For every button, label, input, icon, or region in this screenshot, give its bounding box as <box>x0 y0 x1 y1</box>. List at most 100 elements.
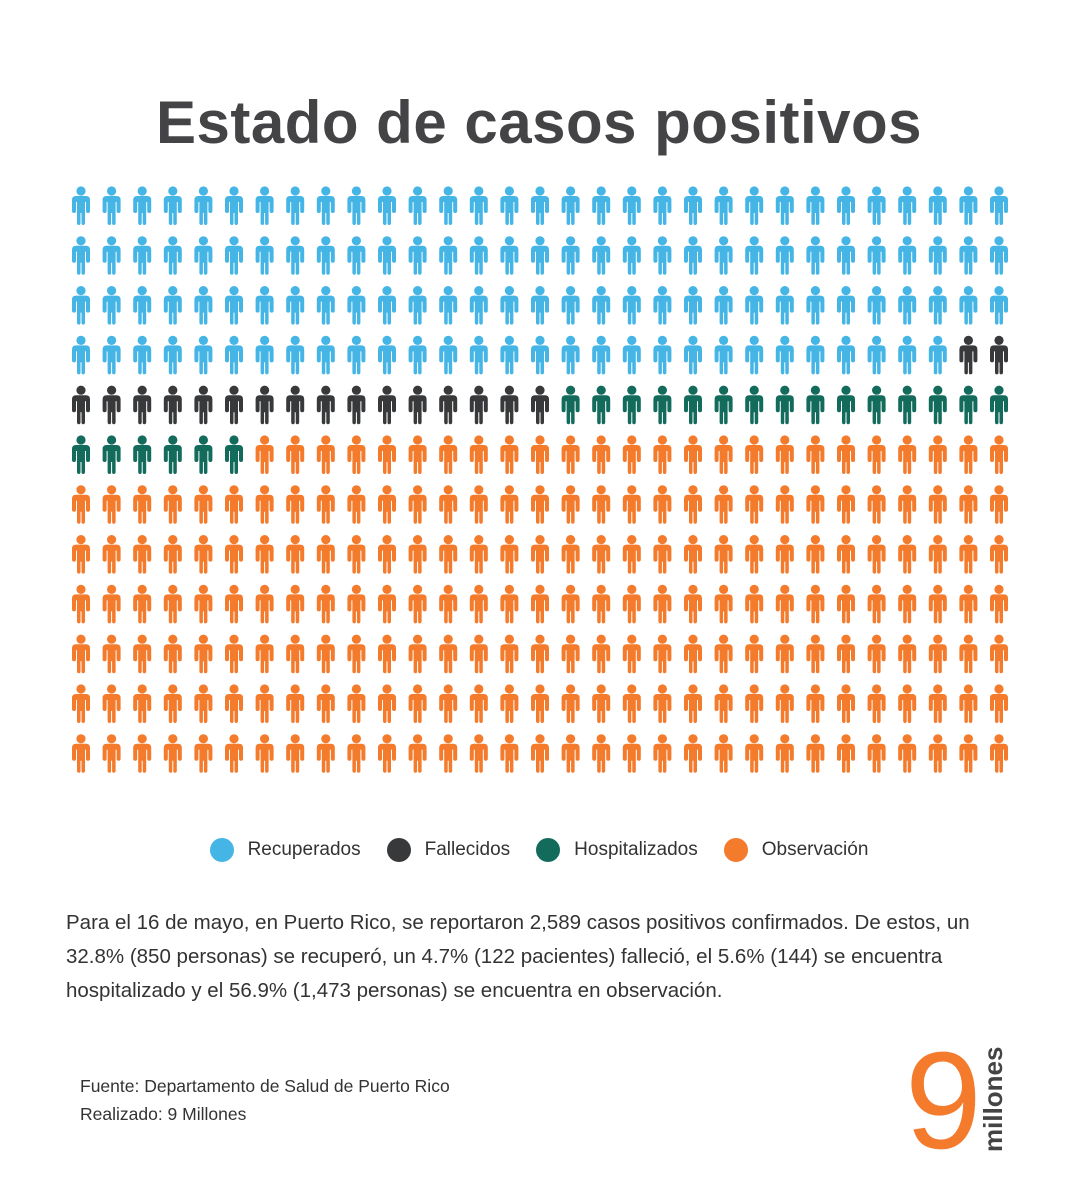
person-icon-recuperados <box>194 286 213 325</box>
person-icon-observacion <box>316 485 335 524</box>
person-icon-observacion <box>469 535 488 574</box>
person-icon-observacion <box>653 634 672 674</box>
person-icon-observacion <box>898 584 917 624</box>
person-icon-recuperados <box>347 335 366 375</box>
legend-item-fallecidos: Fallecidos <box>386 838 510 862</box>
person-icon-observacion <box>378 634 396 674</box>
person-icon-fallecidos <box>469 385 488 425</box>
person-icon-recuperados <box>745 186 764 225</box>
person-icon-observacion <box>72 734 90 773</box>
person-icon-observacion <box>378 435 396 474</box>
person-icon-observacion <box>163 485 182 524</box>
person-icon-observacion <box>806 535 825 574</box>
person-icon-observacion <box>72 634 90 674</box>
person-icon-observacion <box>408 634 427 674</box>
person-icon-recuperados <box>102 335 121 375</box>
person-icon-recuperados <box>347 236 366 275</box>
legend-item-hospitalizados: Hospitalizados <box>536 838 698 862</box>
person-icon-recuperados <box>898 286 917 325</box>
person-icon-observacion <box>592 535 611 574</box>
person-icon-observacion <box>622 435 641 474</box>
person-icon-recuperados <box>867 335 886 375</box>
person-icon-observacion <box>102 734 121 773</box>
person-icon-recuperados <box>806 186 825 225</box>
person-icon-observacion <box>959 584 978 624</box>
person-icon-recuperados <box>622 236 641 275</box>
person-icon-hospitalizados <box>163 435 182 474</box>
person-icon-observacion <box>439 634 458 674</box>
person-icon-observacion <box>469 435 488 474</box>
person-icon-hospitalizados <box>102 435 121 474</box>
person-icon-observacion <box>286 584 305 624</box>
person-icon-observacion <box>990 435 1008 474</box>
person-icon-observacion <box>561 634 580 674</box>
person-icon-recuperados <box>714 335 733 375</box>
person-icon-observacion <box>684 435 702 474</box>
person-icon-recuperados <box>990 186 1008 225</box>
person-icon-recuperados <box>347 286 366 325</box>
person-icon-observacion <box>745 584 764 624</box>
person-icon-recuperados <box>500 186 519 225</box>
person-icon-observacion <box>714 734 733 773</box>
person-icon-observacion <box>378 584 396 624</box>
person-icon-observacion <box>622 634 641 674</box>
person-icon-recuperados <box>714 236 733 275</box>
person-icon-recuperados <box>531 335 549 375</box>
person-icon-observacion <box>378 485 396 524</box>
person-icon-recuperados <box>561 186 580 225</box>
person-icon-recuperados <box>72 236 90 275</box>
person-icon-recuperados <box>592 335 611 375</box>
person-icon-observacion <box>72 535 90 574</box>
person-icon-fallecidos <box>500 385 519 425</box>
person-icon-recuperados <box>714 286 733 325</box>
person-icon-recuperados <box>837 186 855 225</box>
person-icon-observacion <box>286 734 305 773</box>
person-icon-observacion <box>959 684 978 723</box>
person-icon-observacion <box>408 535 427 574</box>
person-icon-observacion <box>745 435 764 474</box>
person-icon-observacion <box>714 634 733 674</box>
person-icon-observacion <box>714 584 733 624</box>
person-icon-hospitalizados <box>959 385 978 425</box>
person-icon-observacion <box>255 584 274 624</box>
person-icon-observacion <box>163 734 182 773</box>
person-icon-observacion <box>928 535 947 574</box>
person-icon-recuperados <box>653 286 672 325</box>
person-icon-observacion <box>378 684 396 723</box>
person-icon-recuperados <box>959 186 978 225</box>
person-icon-recuperados <box>928 335 947 375</box>
person-icon-observacion <box>439 485 458 524</box>
person-icon-recuperados <box>378 286 396 325</box>
person-icon-observacion <box>194 535 213 574</box>
person-icon-observacion <box>592 684 611 723</box>
person-icon-observacion <box>378 734 396 773</box>
person-icon-recuperados <box>286 335 305 375</box>
person-icon-observacion <box>255 684 274 723</box>
person-icon-fallecidos <box>316 385 335 425</box>
person-icon-observacion <box>194 584 213 624</box>
person-icon-observacion <box>837 535 855 574</box>
person-icon-recuperados <box>316 186 335 225</box>
person-icon-observacion <box>653 535 672 574</box>
description-text: Para el 16 de mayo, en Puerto Rico, se r… <box>66 911 970 1002</box>
person-icon-recuperados <box>469 335 488 375</box>
person-icon-observacion <box>469 485 488 524</box>
person-icon-recuperados <box>225 186 243 225</box>
legend-swatch-fallecidos <box>386 838 411 862</box>
person-icon-observacion <box>622 734 641 773</box>
person-icon-observacion <box>102 634 121 674</box>
person-icon-observacion <box>806 684 825 723</box>
person-icon-recuperados <box>286 286 305 325</box>
person-icon-recuperados <box>133 236 152 275</box>
person-icon-hospitalizados <box>561 385 580 425</box>
person-icon-recuperados <box>469 286 488 325</box>
person-icon-observacion <box>837 485 855 524</box>
person-icon-observacion <box>531 734 549 773</box>
person-icon-observacion <box>347 634 366 674</box>
person-icon-observacion <box>500 634 519 674</box>
person-icon-recuperados <box>837 286 855 325</box>
person-icon-observacion <box>592 584 611 624</box>
person-icon-observacion <box>898 535 917 574</box>
legend-swatch-hospitalizados <box>536 838 561 862</box>
person-icon-recuperados <box>316 335 335 375</box>
